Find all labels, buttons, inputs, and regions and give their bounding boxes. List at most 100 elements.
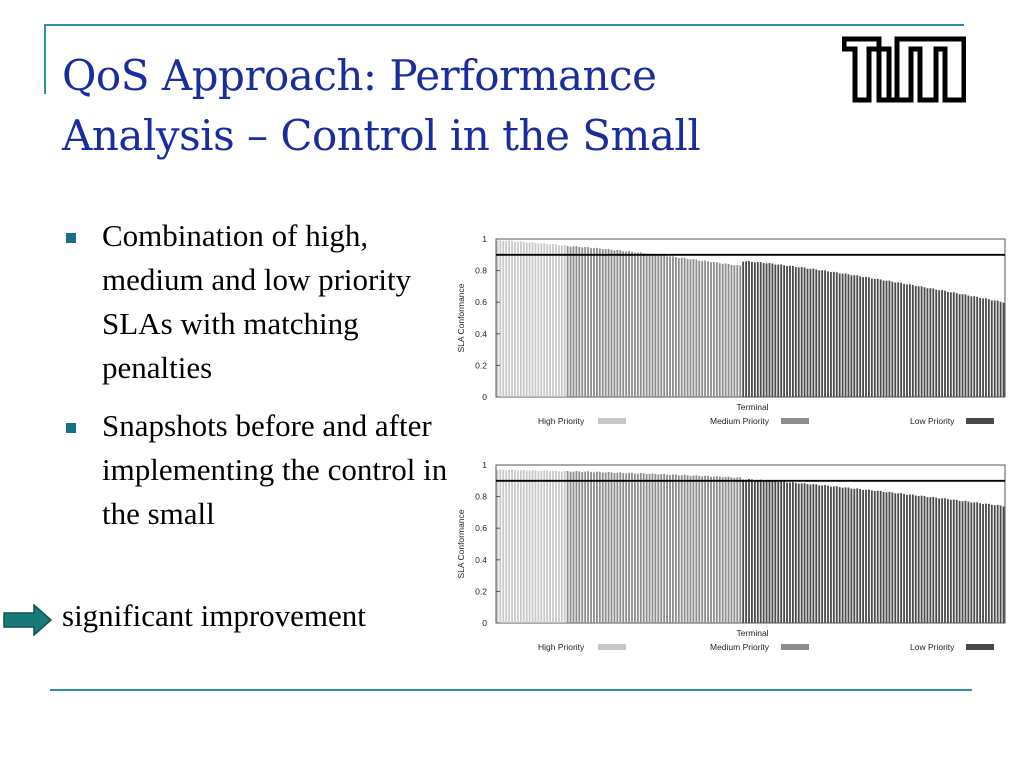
bar-low-priority: [938, 498, 941, 623]
bar-low-priority: [806, 484, 809, 623]
bar-medium-priority: [625, 251, 628, 397]
bar-low-priority: [894, 282, 897, 397]
bar-low-priority: [783, 481, 786, 623]
bar-low-priority: [923, 287, 926, 397]
bar-low-priority: [958, 500, 961, 623]
bar-medium-priority: [616, 472, 619, 623]
bar-low-priority: [914, 495, 917, 623]
bar-high-priority: [499, 240, 502, 397]
bar-medium-priority: [727, 476, 730, 623]
bar-low-priority: [777, 264, 780, 397]
bar-high-priority: [557, 471, 560, 623]
bar-medium-priority: [695, 259, 698, 397]
bar-low-priority: [926, 288, 929, 397]
bar-low-priority: [850, 275, 853, 397]
bar-low-priority: [768, 480, 771, 623]
bar-low-priority: [873, 491, 876, 623]
bar-low-priority: [920, 286, 923, 397]
bar-low-priority: [935, 497, 938, 623]
bar-medium-priority: [724, 476, 727, 623]
bar-low-priority: [815, 484, 818, 623]
bar-medium-priority: [680, 257, 683, 397]
bar-low-priority: [923, 496, 926, 623]
bar-medium-priority: [718, 263, 721, 397]
bar-low-priority: [780, 481, 783, 623]
bar-low-priority: [900, 282, 903, 397]
plot-frame: [495, 464, 1006, 624]
bar-low-priority: [853, 275, 856, 397]
bar-low-priority: [932, 496, 935, 623]
bar-medium-priority: [701, 476, 704, 623]
bar-medium-priority: [593, 248, 595, 397]
bar-low-priority: [800, 267, 803, 397]
legend-label: Medium Priority: [710, 416, 770, 426]
bar-medium-priority: [587, 247, 590, 397]
bar-medium-priority: [648, 253, 651, 397]
bar-low-priority: [979, 503, 982, 623]
bar-low-priority: [856, 488, 859, 623]
legend-swatch: [781, 418, 809, 424]
legend-label: High Priority: [538, 416, 585, 426]
bar-low-priority: [786, 266, 788, 397]
bar-low-priority: [756, 480, 759, 623]
bar-high-priority: [496, 470, 499, 623]
bar-high-priority: [528, 242, 531, 397]
bar-medium-priority: [666, 474, 668, 623]
bar-low-priority: [990, 300, 993, 397]
bar-low-priority: [999, 301, 1002, 397]
bar-low-priority: [838, 273, 841, 397]
bar-low-priority: [1002, 506, 1005, 623]
bar-medium-priority: [654, 474, 657, 623]
bar-low-priority: [967, 295, 970, 397]
bar-medium-priority: [692, 475, 695, 623]
bar-medium-priority: [689, 259, 692, 397]
bar-medium-priority: [622, 472, 625, 623]
bar-medium-priority: [713, 476, 715, 623]
bar-medium-priority: [710, 262, 712, 397]
bar-high-priority: [522, 241, 525, 397]
bar-medium-priority: [628, 251, 630, 397]
bar-low-priority: [952, 292, 955, 397]
bottom-rule: [50, 689, 972, 691]
y-tick-label: 0.4: [475, 329, 487, 339]
bar-low-priority: [742, 261, 745, 397]
bar-low-priority: [838, 487, 841, 623]
bar-medium-priority: [636, 473, 639, 623]
bar-medium-priority: [613, 473, 616, 623]
bar-high-priority: [537, 471, 540, 623]
bar-low-priority: [859, 488, 862, 623]
bar-high-priority: [519, 469, 522, 623]
bar-high-priority: [543, 243, 546, 397]
y-tick-label: 0.6: [475, 297, 487, 307]
bar-low-priority: [955, 499, 958, 623]
bar-medium-priority: [727, 263, 730, 397]
bar-low-priority: [809, 484, 812, 623]
bar-high-priority: [563, 471, 566, 623]
bar-low-priority: [771, 263, 774, 397]
bar-low-priority: [888, 280, 891, 397]
bar-medium-priority: [733, 477, 736, 623]
bar-medium-priority: [692, 259, 695, 397]
bar-high-priority: [502, 240, 505, 397]
bar-high-priority: [525, 242, 528, 397]
bar-medium-priority: [721, 477, 724, 623]
bar-low-priority: [914, 286, 917, 397]
bar-high-priority: [537, 243, 540, 397]
bar-medium-priority: [628, 472, 630, 623]
bar-low-priority: [891, 281, 894, 397]
bar-low-priority: [917, 496, 920, 623]
bar-high-priority: [543, 470, 546, 623]
bar-low-priority: [979, 298, 982, 397]
bar-high-priority: [505, 470, 508, 623]
bar-high-priority: [522, 469, 525, 623]
bar-low-priority: [876, 490, 879, 623]
bar-medium-priority: [578, 471, 581, 623]
legend-label: Medium Priority: [710, 642, 770, 652]
bar-low-priority: [830, 272, 832, 397]
bar-low-priority: [985, 503, 987, 623]
bar-medium-priority: [704, 260, 707, 397]
bar-low-priority: [800, 483, 803, 623]
bar-low-priority: [797, 267, 800, 397]
bar-medium-priority: [663, 255, 666, 397]
bar-low-priority: [882, 491, 885, 623]
